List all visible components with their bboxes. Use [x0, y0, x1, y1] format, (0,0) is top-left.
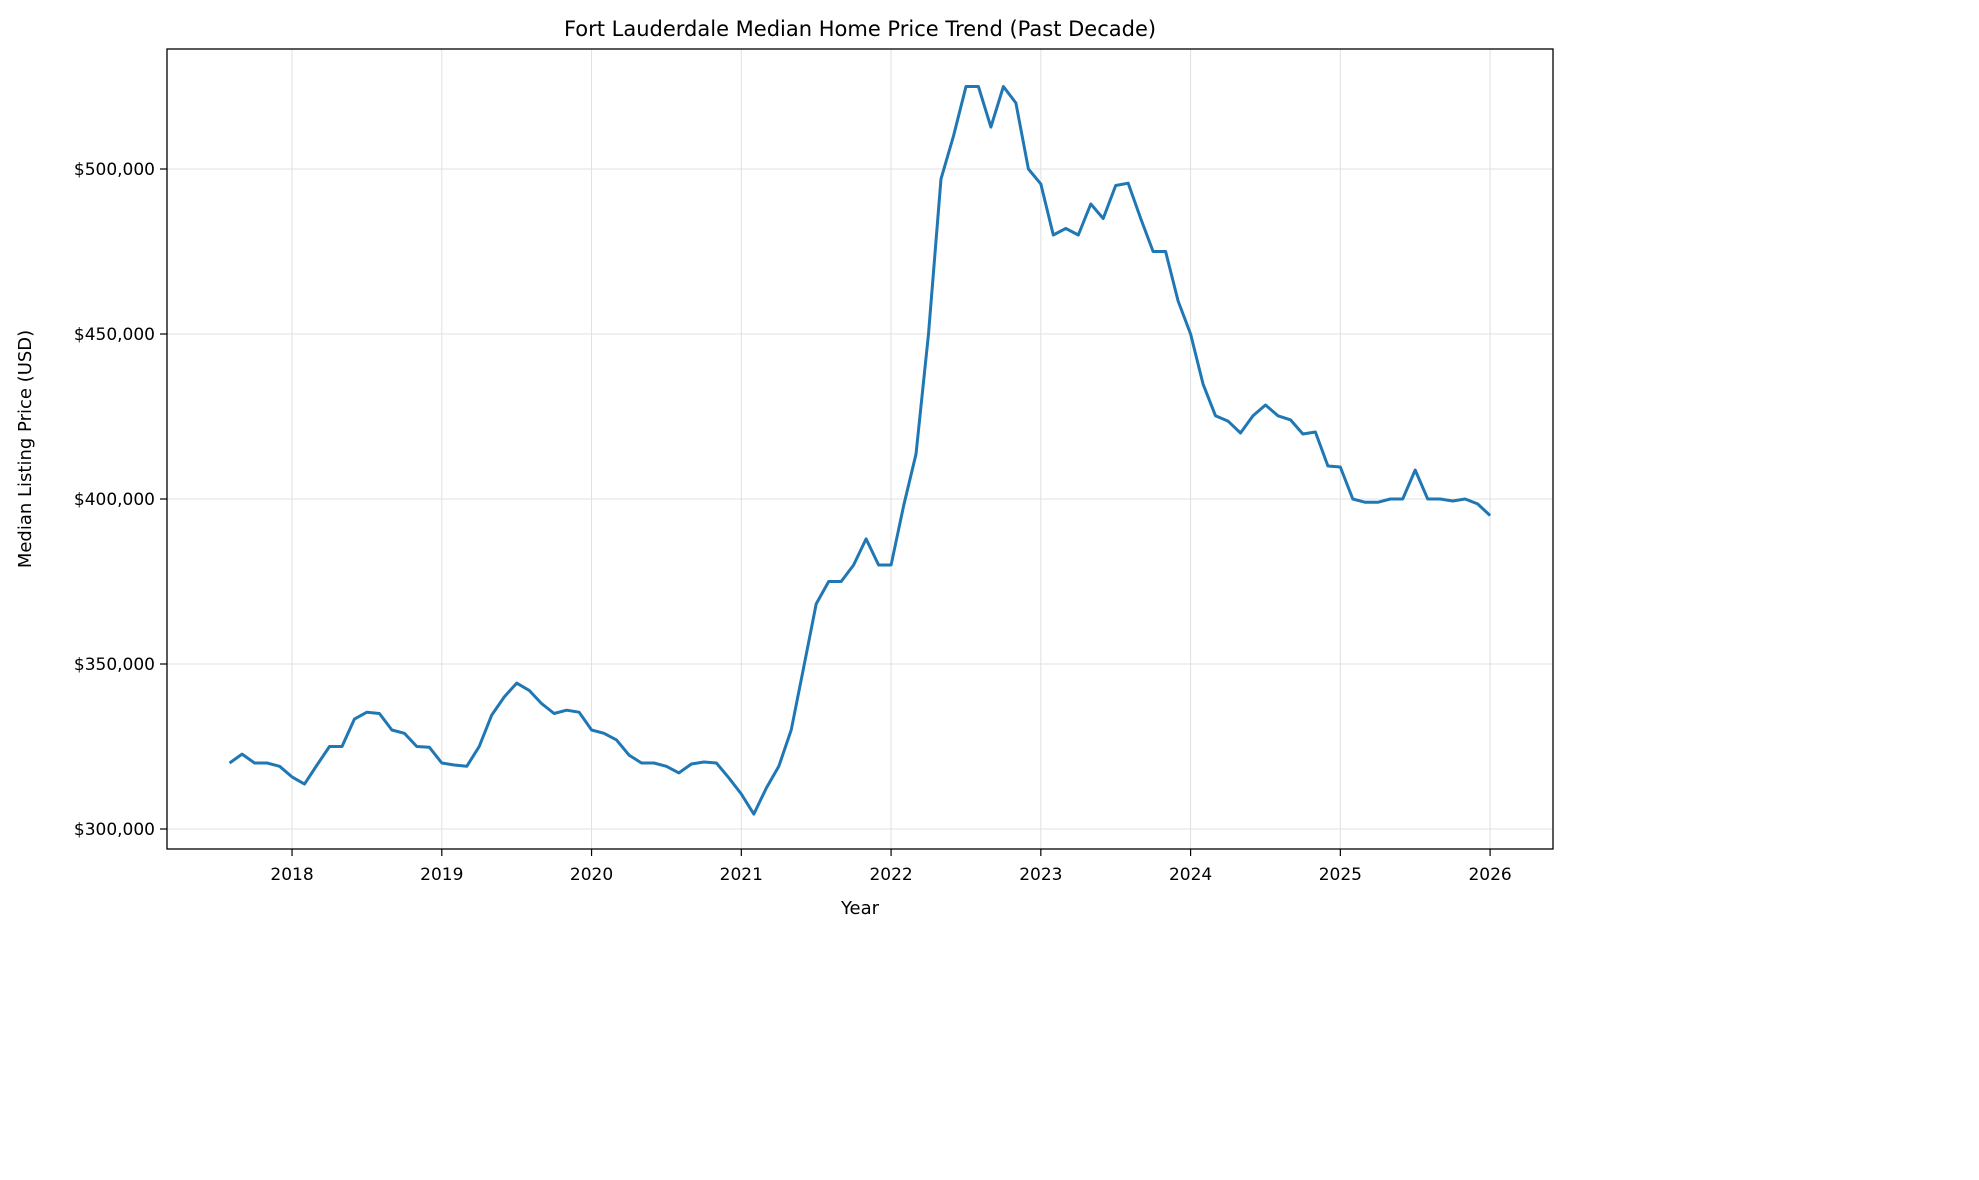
x-tick-label: 2018 — [270, 865, 313, 885]
x-tick-label: 2026 — [1468, 865, 1511, 885]
chart-title: Fort Lauderdale Median Home Price Trend … — [564, 17, 1156, 41]
x-tick-label: 2025 — [1319, 865, 1362, 885]
x-tick-label: 2021 — [720, 865, 763, 885]
y-tick-label: $450,000 — [74, 325, 155, 345]
x-tick-label: 2019 — [420, 865, 463, 885]
plot-frame — [166, 48, 1554, 850]
y-tick-label: $400,000 — [74, 490, 155, 510]
x-tick-label: 2020 — [570, 865, 613, 885]
x-tick-label: 2023 — [1019, 865, 1062, 885]
y-tick-label: $300,000 — [74, 820, 155, 840]
y-tick-label: $350,000 — [74, 655, 155, 675]
y-axis-label: Median Listing Price (USD) — [15, 330, 36, 568]
series-line — [228, 85, 1492, 816]
x-tick-label: 2024 — [1169, 865, 1212, 885]
y-tick-label: $500,000 — [74, 160, 155, 180]
x-axis-label: Year — [840, 898, 880, 919]
data-points — [229, 86, 1491, 815]
x-axis: 2018 2019 2020 2021 2022 2023 2024 2025 2026 — [270, 849, 1512, 885]
y-axis: $300,000 $350,000 $400,000 $450,000 $500,000 — [74, 160, 167, 840]
x-tick-label: 2022 — [869, 865, 912, 885]
grid — [167, 49, 1553, 849]
